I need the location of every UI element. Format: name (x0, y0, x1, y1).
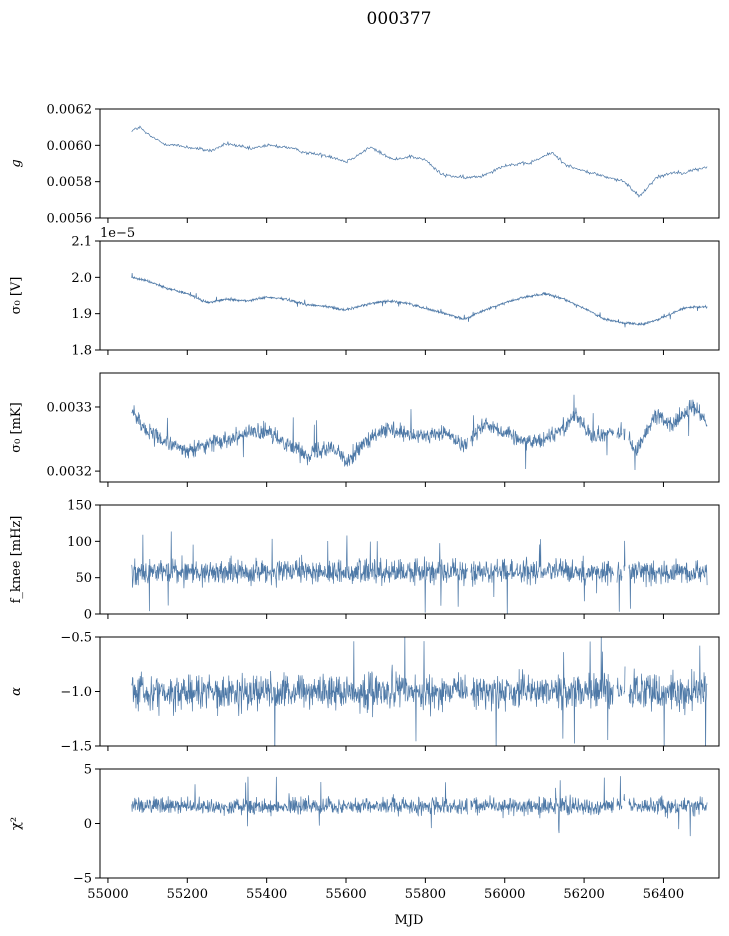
panel-4: 0 50 100 150 f_knee [mHz] (9, 499, 720, 623)
axes-frame (99, 372, 720, 483)
y-tick-label: 0 (84, 817, 92, 832)
y-axis-label: σ₀ [V] (9, 277, 24, 315)
y-tick-label: 0.0060 (47, 139, 93, 154)
y-tick-label: −1.0 (60, 685, 92, 700)
y-tick-label: 2.1 (71, 235, 92, 250)
y-axis-label: f_knee [mHz] (9, 516, 24, 604)
y-tick-label: 0.0056 (47, 212, 93, 227)
data-series-line (131, 125, 708, 198)
x-tick-label: 55200 (167, 887, 208, 902)
data-series-line (131, 394, 708, 471)
y-offset-label: 1e−5 (100, 226, 135, 241)
x-tick-label: 55800 (405, 887, 446, 902)
y-tick-label: 150 (67, 499, 92, 514)
data-series-line (131, 637, 708, 746)
axes-frame (99, 504, 720, 615)
y-tick-label: 0.0062 (47, 103, 93, 118)
x-tick-label: 56000 (484, 887, 525, 902)
y-axis-label: α (9, 687, 24, 696)
panel-5: −1.5 −1.0 −0.5 α (9, 631, 720, 755)
panel-1: 0.0056 0.0058 0.0060 0.0062 g (9, 103, 720, 227)
y-tick-label: 1.9 (71, 307, 92, 322)
y-tick-label: 0 (84, 608, 92, 623)
y-tick-label: 5 (84, 763, 92, 778)
y-tick-label: 2.0 (71, 271, 92, 286)
y-axis-label: g (9, 159, 24, 167)
y-tick-label: 50 (75, 571, 92, 586)
y-tick-label: 1.8 (71, 344, 92, 359)
y-tick-label: 0.0033 (47, 400, 93, 415)
y-tick-label: 0.0032 (47, 465, 93, 480)
y-tick-label: −1.5 (60, 740, 92, 755)
axes-frame (99, 108, 720, 219)
x-tick-label: 55600 (325, 887, 366, 902)
x-tick-label: 55400 (246, 887, 287, 902)
data-series-line (131, 776, 708, 837)
figure-title: 000377 (367, 9, 432, 29)
y-tick-label: 0.0058 (47, 175, 93, 190)
x-axis-label: MJD (395, 913, 424, 928)
y-tick-label: −5 (73, 872, 92, 887)
data-series-line (131, 531, 708, 614)
y-tick-label: 100 (67, 535, 92, 550)
axes-frame (99, 768, 720, 879)
panel-6: 55000 55200 55400 55600 55800 56000 56200 56400… (9, 763, 720, 902)
panel-3: 0.0032 0.0033 σ₀ [mK] (9, 372, 720, 487)
y-tick-label: −0.5 (60, 631, 92, 646)
y-axis-label: χ² (9, 817, 24, 830)
axes-frame (99, 240, 720, 351)
x-tick-label: 56200 (563, 887, 604, 902)
panel-2: 1.8 1.9 2.0 2.1 1e−5 σ₀ [V] (9, 226, 720, 359)
x-tick-label: 55000 (87, 887, 128, 902)
y-axis-label: σ₀ [mK] (9, 402, 24, 452)
x-tick-label: 56400 (643, 887, 684, 902)
data-series-line (131, 273, 708, 328)
